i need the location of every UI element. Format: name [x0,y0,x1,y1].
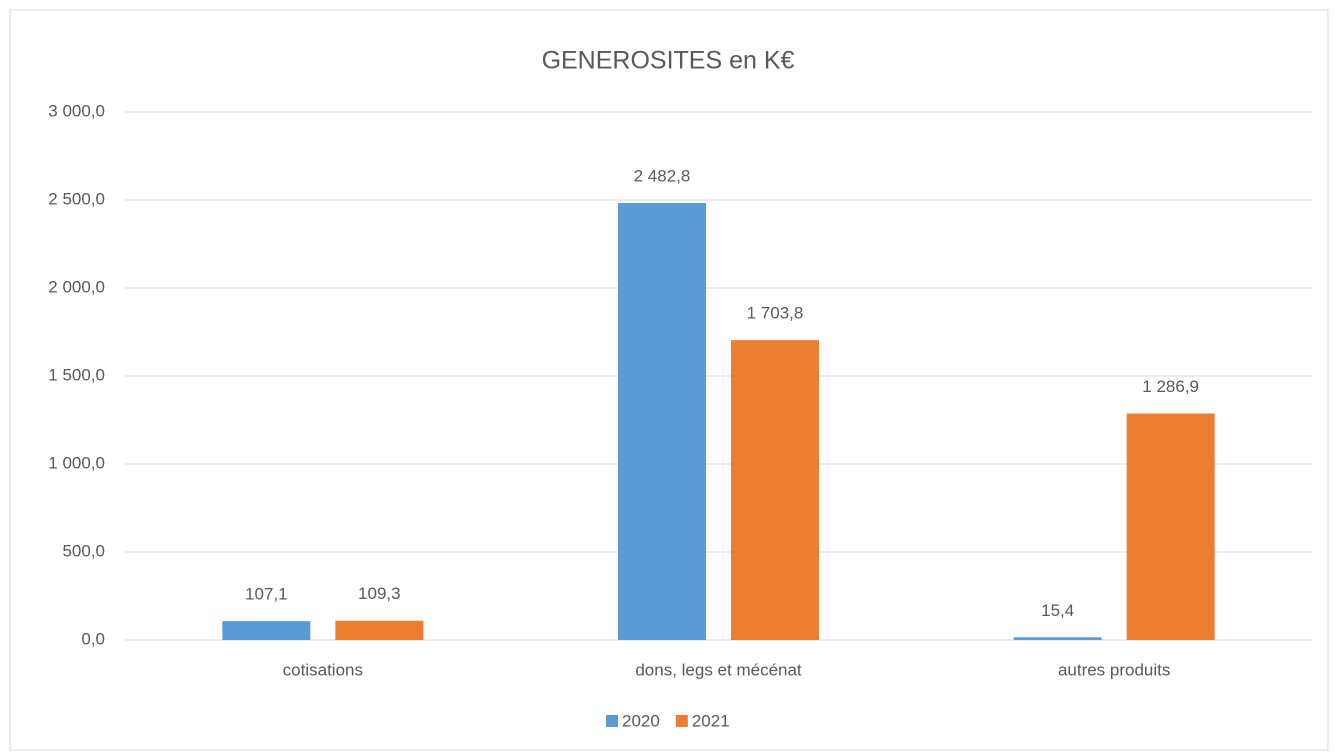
x-tick-label: cotisations [283,660,363,679]
value-label: 15,4 [1041,601,1074,620]
y-tick-label: 3 000,0 [48,101,105,120]
y-tick-label: 2 000,0 [48,277,105,296]
bar [222,621,311,640]
bar [335,620,424,640]
value-label: 1 286,9 [1142,377,1199,396]
y-tick-label: 1 500,0 [48,365,105,384]
legend-label: 2021 [692,711,730,730]
legend-swatch [606,715,618,727]
bar [1013,637,1102,640]
value-label: 2 482,8 [634,167,691,186]
chart-title: GENEROSITES en K€ [542,47,795,75]
bar [618,203,706,640]
value-label: 107,1 [245,585,288,604]
y-tick-label: 2 500,0 [48,189,105,208]
y-tick-label: 500,0 [62,541,105,560]
legend-swatch [675,715,688,727]
y-tick-label: 1 000,0 [48,453,105,472]
x-tick-label: autres produits [1058,660,1170,679]
value-label: 109,3 [358,584,401,603]
y-tick-label: 0,0 [81,629,105,648]
x-tick-label: dons, legs et mécénat [635,660,802,679]
bar [1126,413,1215,640]
value-label: 1 703,8 [747,304,804,323]
legend-label: 2020 [622,711,660,730]
bar [731,340,819,640]
